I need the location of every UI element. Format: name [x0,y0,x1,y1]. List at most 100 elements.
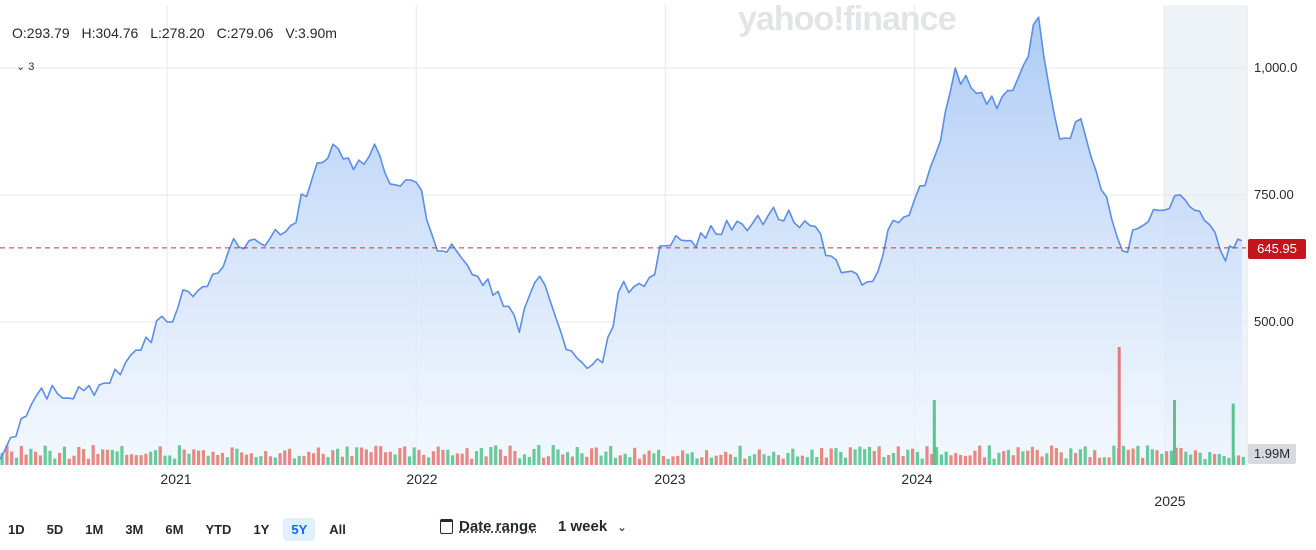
volume-bar [1203,459,1207,465]
volume-bar [336,448,340,465]
range-ytd-button[interactable]: YTD [205,521,232,537]
range-5d-button[interactable]: 5D [46,521,64,537]
volume-bar [283,450,287,465]
volume-bar [1093,450,1097,465]
volume-bar [618,455,622,465]
volume-bar [1064,458,1068,465]
volume-bar [197,450,201,465]
volume-bar [110,449,114,465]
volume-bar [834,448,838,465]
volume-bar [446,449,450,465]
volume-bar [355,447,359,465]
range-1d-button[interactable]: 1D [8,521,25,537]
interval-dropdown[interactable]: 1 week ⌄ [558,518,627,535]
volume-bar [561,454,565,465]
volume-bar [470,458,474,465]
volume-bar [24,454,28,465]
volume-bar [508,445,512,465]
volume-bar [925,446,929,465]
volume-bar [34,451,38,465]
volume-bar [724,451,728,465]
volume-bar [451,455,455,465]
volume-bar [316,447,320,465]
volume-bar [1236,455,1241,465]
range-all-button[interactable]: All [329,521,346,537]
volume-bar [982,457,987,465]
volume-bar [532,449,536,465]
indicator-toggle[interactable]: ⌄ 3 [16,60,34,73]
volume-bar [939,454,943,465]
volume-spike-bar [1117,347,1121,465]
volume-badge: 1.99M [1248,444,1296,464]
volume-bar [412,447,416,465]
price-chart[interactable] [0,0,1316,510]
volume-bar [1083,446,1087,465]
volume-bar [949,455,953,465]
volume-bar [1131,448,1135,465]
volume-bar [590,448,594,465]
volume-bar [82,449,86,465]
volume-bar [1145,445,1150,465]
volume-bar [623,453,627,465]
volume-bar [1002,451,1006,465]
range-5y-button[interactable]: 5Y [283,517,316,541]
volume-bar [489,447,493,465]
volume-bar [973,450,977,465]
volume-bar [206,455,210,465]
range-1y-button[interactable]: 1Y [253,521,270,537]
volume-bar [570,456,574,465]
volume-bar [978,445,982,465]
volume-bar [350,455,354,465]
volume-bar [0,453,4,465]
volume-bar [158,446,162,465]
volume-bar [211,451,215,465]
volume-bar [1011,455,1015,465]
volume-bar [815,457,819,465]
volume-bar [364,449,368,465]
volume-bar [19,445,23,465]
volume-bar [403,446,407,465]
volume-bar [915,451,919,465]
date-range-button[interactable]: Date range [440,518,537,535]
volume-bar [288,448,292,465]
yahoo-finance-watermark: yahoo!finance [738,0,956,38]
range-1m-button[interactable]: 1M [85,521,104,537]
range-6m-button[interactable]: 6M [165,521,184,537]
volume-bar [700,457,704,465]
volume-bar [1208,452,1212,465]
volume-bar [383,452,388,465]
range-3m-button[interactable]: 3M [125,521,144,537]
volume-bar [685,453,689,465]
volume-bar [14,457,19,465]
volume-bar [843,457,848,465]
volume-bar [297,455,301,465]
volume-bar [345,446,349,465]
indicator-count: 3 [28,61,35,73]
volume-bar [1050,445,1054,465]
volume-bar [556,449,560,465]
volume-bar [1078,449,1082,465]
range-selector: 1D 5D 1M 3M 6M YTD 1Y 5Y All [0,516,360,542]
volume-bar [1169,450,1173,465]
volume-bar [1150,449,1154,465]
volume-bar [38,455,42,465]
volume-bar [527,456,531,465]
volume-bar [767,455,771,465]
low-value: L:278.20 [150,25,205,41]
volume-bar [240,452,244,465]
volume-bar [192,449,196,465]
volume-bar [1198,452,1202,465]
volume-bar [796,456,800,465]
volume-bar [173,458,177,465]
volume-bar [848,447,852,465]
volume-bar [72,455,76,465]
volume-bar [479,448,483,465]
volume-bar [652,453,656,465]
volume-bar [546,456,550,465]
volume-bar [1102,457,1106,465]
interval-label: 1 week [558,518,608,535]
volume-bar [575,447,579,465]
volume-bar [163,455,167,465]
price-area-fill [0,17,1242,465]
volume-bar [853,449,857,465]
